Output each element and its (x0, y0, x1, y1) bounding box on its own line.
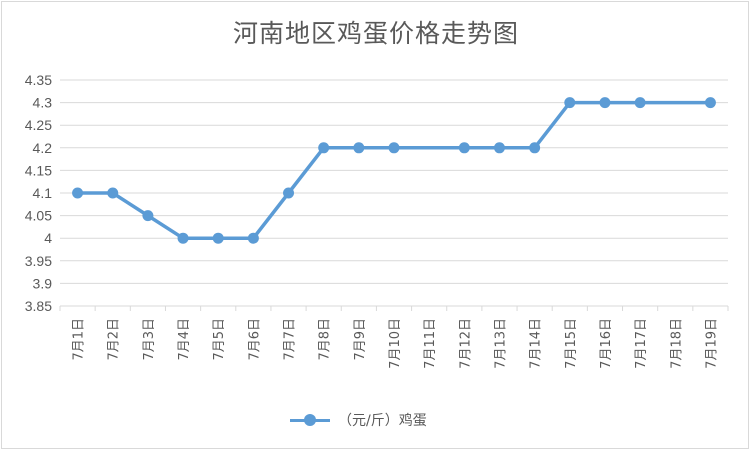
data-point (493, 142, 505, 154)
data-point (529, 142, 541, 154)
x-tick-label: 7月7日 (283, 318, 298, 361)
legend: （元/斤）鸡蛋 (290, 408, 427, 432)
data-point (107, 187, 119, 199)
data-point (634, 97, 646, 109)
data-point (318, 142, 330, 154)
x-tick-label: 7月3日 (142, 318, 157, 361)
y-tick-label: 4.25 (25, 117, 52, 133)
x-tick-label: 7月12日 (458, 318, 473, 369)
x-tick-label: 7月13日 (493, 318, 508, 369)
x-tick-label: 7月18日 (669, 318, 684, 369)
data-point (72, 187, 84, 199)
x-tick-label: 7月11日 (423, 318, 438, 369)
x-tick-label: 7月10日 (388, 318, 403, 369)
legend-series-marker (290, 413, 330, 427)
y-tick-label: 3.9 (33, 275, 53, 291)
x-tick-label: 7月8日 (318, 318, 333, 361)
data-point (564, 97, 576, 109)
data-point (353, 142, 365, 154)
data-point (142, 210, 154, 222)
x-tick-label: 7月1日 (72, 318, 87, 361)
data-point (599, 97, 611, 109)
x-tick-label: 7月4日 (177, 318, 192, 361)
y-tick-label: 3.95 (25, 253, 52, 269)
y-tick-label: 4.05 (25, 208, 52, 224)
y-tick-label: 4.35 (25, 72, 52, 88)
data-point (283, 187, 295, 199)
x-tick-label: 7月5日 (212, 318, 227, 361)
x-tick-label: 7月15日 (564, 318, 579, 369)
x-tick-label: 7月14日 (529, 318, 544, 369)
data-point (212, 232, 224, 244)
data-point (704, 97, 716, 109)
x-tick-label: 7月6日 (247, 318, 262, 361)
data-point (388, 142, 400, 154)
data-point (458, 142, 470, 154)
x-tick-label: 7月16日 (599, 318, 614, 369)
x-tick-label: 7月9日 (353, 318, 368, 361)
data-point (247, 232, 259, 244)
y-tick-label: 4 (44, 230, 52, 246)
legend-series-label: （元/斤）鸡蛋 (338, 413, 427, 429)
y-tick-label: 3.85 (25, 298, 52, 314)
y-tick-label: 4.1 (33, 185, 53, 201)
x-tick-label: 7月19日 (704, 318, 719, 369)
x-tick-label: 7月17日 (634, 318, 649, 369)
x-tick-label: 7月2日 (107, 318, 122, 361)
data-point (177, 232, 189, 244)
y-tick-label: 4.15 (25, 162, 52, 178)
y-tick-label: 4.3 (33, 95, 53, 111)
chart-title: 河南地区鸡蛋价格走势图 (232, 19, 519, 48)
y-tick-label: 4.2 (33, 140, 53, 156)
